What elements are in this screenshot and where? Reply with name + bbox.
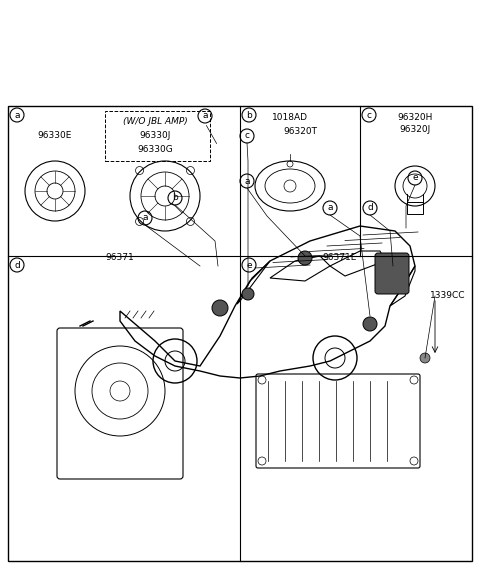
Bar — [105, 111, 210, 161]
Text: 96371E: 96371E — [323, 253, 357, 263]
Text: e: e — [412, 173, 418, 183]
Text: e: e — [246, 260, 252, 270]
Text: d: d — [14, 260, 20, 270]
Text: 96330G: 96330G — [137, 145, 173, 153]
Text: b: b — [172, 194, 178, 203]
Circle shape — [212, 300, 228, 316]
Circle shape — [242, 288, 254, 300]
Bar — [8, 106, 472, 561]
Bar — [407, 202, 423, 214]
Text: 96320H: 96320H — [397, 113, 432, 123]
Text: 96330E: 96330E — [38, 131, 72, 141]
Text: 1339CC: 1339CC — [430, 291, 466, 301]
Text: 96330J: 96330J — [139, 131, 171, 141]
Circle shape — [298, 251, 312, 265]
Text: a: a — [142, 214, 148, 222]
Circle shape — [363, 317, 377, 331]
FancyBboxPatch shape — [375, 253, 409, 294]
Text: 96371: 96371 — [106, 253, 134, 263]
Circle shape — [420, 353, 430, 363]
Text: c: c — [367, 111, 372, 119]
Text: a: a — [327, 203, 333, 213]
Text: 1018AD: 1018AD — [272, 113, 308, 123]
Text: 96320T: 96320T — [283, 127, 317, 135]
Text: a: a — [244, 176, 250, 185]
Text: a: a — [14, 111, 20, 119]
Text: c: c — [244, 131, 250, 141]
Text: b: b — [246, 111, 252, 119]
Text: d: d — [367, 203, 373, 213]
Text: 96320J: 96320J — [399, 124, 431, 134]
Text: (W/O JBL AMP): (W/O JBL AMP) — [122, 116, 187, 126]
Text: a: a — [202, 112, 208, 120]
